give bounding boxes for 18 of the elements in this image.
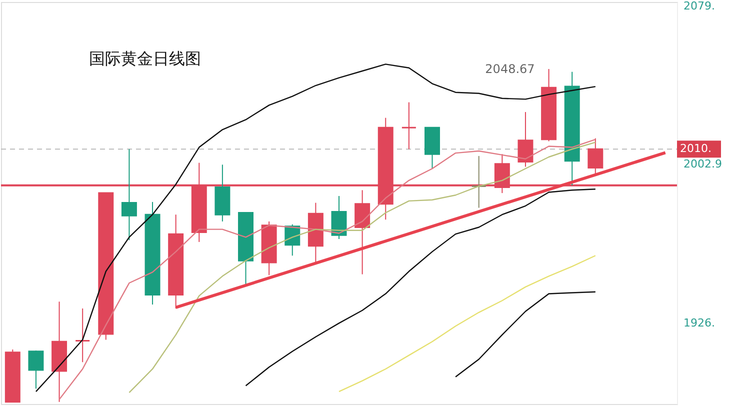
- line-series: [338, 255, 596, 392]
- candlestick: [121, 148, 137, 241]
- y-tick-label: 1926.: [684, 316, 715, 330]
- annotation: 2048.67: [485, 62, 535, 76]
- ref-line-label: 2010.: [680, 142, 712, 156]
- candlestick: [28, 350, 44, 390]
- candlestick: [354, 190, 370, 275]
- line-series: [58, 138, 596, 400]
- candlestick: [401, 102, 417, 150]
- y-tick-label: 2079.: [684, 0, 715, 13]
- line-series: [245, 188, 596, 386]
- candlestick: [518, 112, 534, 168]
- y-tick-label: 2002.9: [684, 157, 722, 170]
- candlestick: [74, 308, 90, 363]
- line-series: [454, 291, 596, 378]
- text: 国际黄金日线图: [89, 49, 201, 68]
- candlestick: [471, 155, 487, 208]
- line-series: [128, 142, 596, 394]
